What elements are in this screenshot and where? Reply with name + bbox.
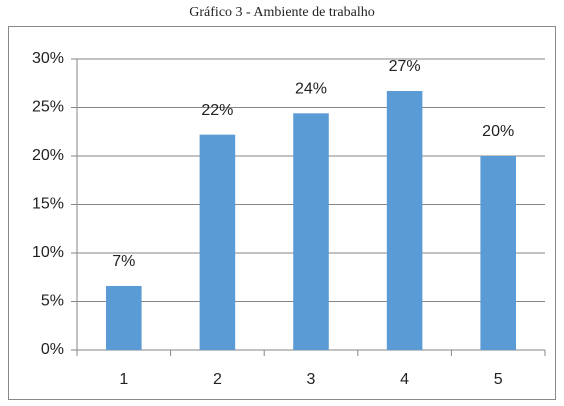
x-tick-label: 2	[213, 371, 222, 388]
y-tick-label: 15%	[32, 196, 64, 213]
y-tick-label: 5%	[41, 293, 64, 310]
bar	[480, 156, 516, 350]
bar	[293, 113, 329, 350]
y-tick-label: 20%	[32, 147, 64, 164]
chart-title: Gráfico 3 - Ambiente de trabalho	[189, 5, 374, 20]
bar	[106, 285, 142, 350]
x-tick-label: 4	[400, 371, 409, 388]
y-tick-label: 0%	[41, 341, 64, 358]
y-tick-label: 30%	[32, 50, 64, 67]
x-tick-label: 5	[494, 371, 503, 388]
x-tick-label: 3	[307, 371, 316, 388]
data-label: 27%	[389, 58, 421, 75]
y-tick-label: 25%	[32, 99, 64, 116]
bar	[386, 91, 423, 350]
chart-frame	[8, 26, 556, 400]
y-tick-label: 10%	[32, 244, 64, 261]
data-label: 22%	[201, 102, 233, 119]
data-label: 20%	[482, 123, 514, 140]
bar	[199, 134, 236, 350]
data-label: 24%	[295, 81, 327, 98]
x-tick-label: 1	[119, 371, 128, 388]
data-label: 7%	[112, 253, 135, 270]
